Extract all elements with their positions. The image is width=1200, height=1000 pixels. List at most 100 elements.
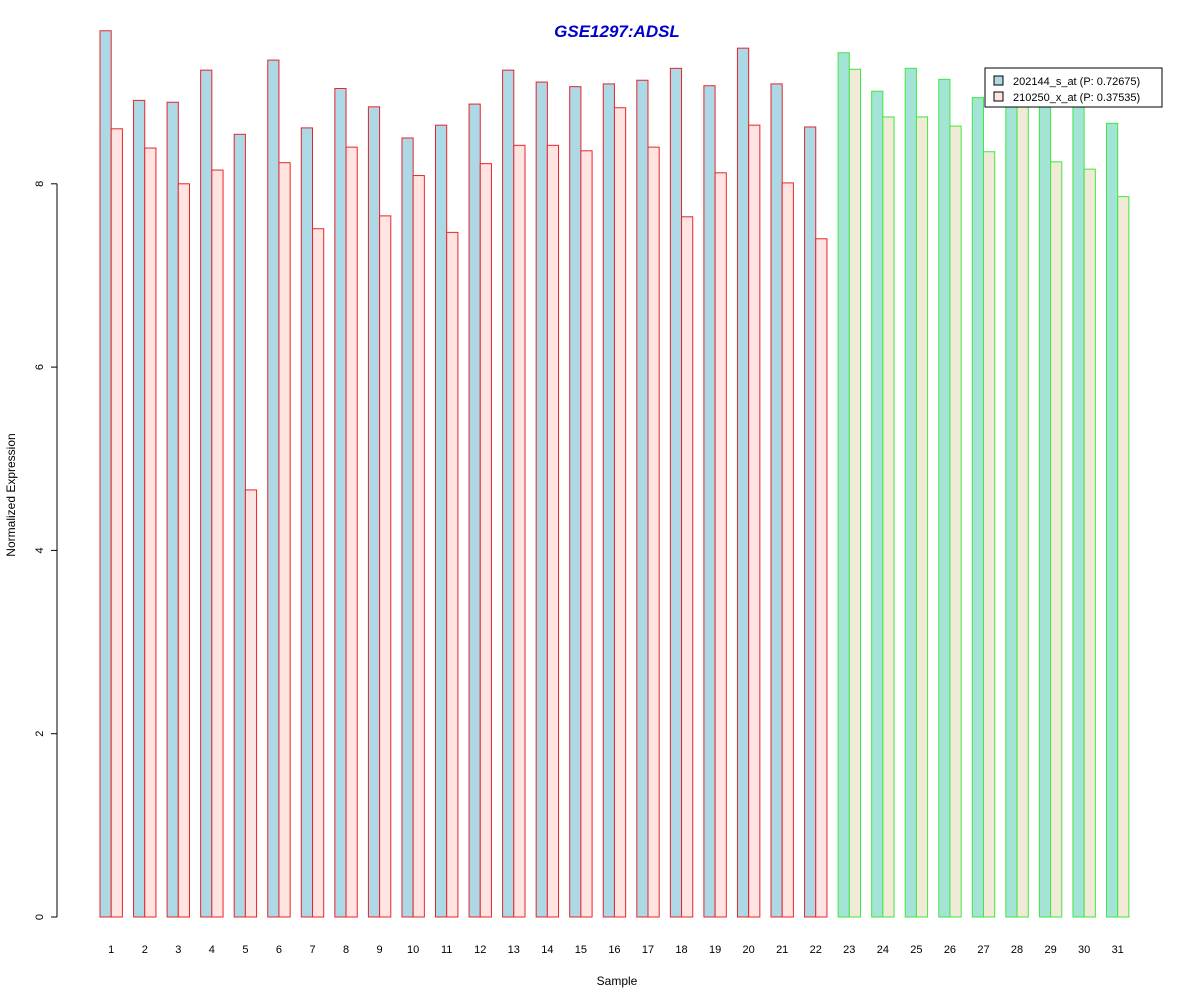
bar-sample-15-series-2: [580, 150, 593, 918]
y-tick-label: 0: [34, 914, 46, 920]
x-tick-label: 8: [343, 944, 349, 956]
x-tick-label: 19: [709, 944, 721, 956]
y-tick-label: 2: [34, 731, 46, 737]
x-tick-label: 18: [675, 944, 687, 956]
bar-sample-14-series-2: [546, 144, 560, 918]
bar-sample-23-series-2: [848, 68, 861, 918]
x-tick-label: 30: [1078, 944, 1090, 956]
bar-sample-23-series-1: [837, 52, 850, 918]
bar-sample-24-series-2: [882, 116, 895, 918]
bar-sample-31-series-1: [1106, 122, 1119, 918]
x-tick-label: 2: [142, 944, 148, 956]
bar-sample-4-series-1: [200, 69, 213, 918]
y-tick-label: 8: [34, 181, 46, 187]
x-tick-label: 28: [1011, 944, 1023, 956]
bar-sample-7-series-1: [300, 127, 313, 918]
bar-sample-18-series-2: [681, 216, 694, 918]
x-tick-label: 26: [944, 944, 956, 956]
x-tick-label: 16: [608, 944, 620, 956]
bar-sample-18-series-1: [669, 67, 683, 918]
bar-sample-7-series-2: [312, 228, 325, 918]
bar-sample-13-series-2: [513, 144, 526, 918]
bar-sample-29-series-2: [1050, 161, 1063, 918]
bar-sample-30-series-1: [1072, 77, 1085, 918]
x-tick-label: 9: [377, 944, 383, 956]
x-tick-label: 21: [776, 944, 788, 956]
x-tick-label: 25: [910, 944, 922, 956]
bar-sample-27-series-2: [983, 151, 996, 918]
bar-sample-31-series-2: [1117, 196, 1130, 918]
x-axis-label: Sample: [597, 974, 638, 988]
legend-swatch-series-1: [993, 75, 1004, 86]
x-tick-labels: 1 2 3 4 5 6 7 8 9 10 11 12 13 14 15 16 17 18 19 20 21 22 23 24 2…: [108, 944, 1124, 956]
x-tick-label: 29: [1044, 944, 1056, 956]
bar-sample-15-series-1: [569, 86, 582, 918]
bar-sample-10-series-2: [412, 175, 425, 918]
x-tick-label: 10: [407, 944, 419, 956]
legend-swatch-series-2: [993, 91, 1004, 102]
legend-label-series-2: 210250_x_at (P: 0.37535): [1013, 92, 1140, 104]
bar-sample-5-series-1: [233, 133, 246, 918]
x-tick-label: 11: [441, 944, 452, 956]
y-axis: 0 2 4 6 8: [34, 181, 58, 920]
x-tick-label: 3: [175, 944, 181, 956]
bar-sample-28-series-2: [1016, 90, 1029, 918]
x-tick-label: 12: [474, 944, 486, 956]
bar-sample-8-series-1: [334, 87, 347, 918]
bar-sample-5-series-2: [244, 489, 258, 918]
x-tick-label: 15: [575, 944, 587, 956]
legend-label-series-1: 202144_s_at (P: 0.72675): [1013, 76, 1140, 88]
x-tick-label: 22: [810, 944, 822, 956]
chart-title: GSE1297:ADSL: [554, 22, 680, 41]
bar-sample-6-series-2: [278, 162, 291, 918]
bar-sample-30-series-2: [1083, 168, 1096, 918]
bar-sample-14-series-1: [535, 81, 548, 918]
bar-sample-9-series-2: [379, 215, 392, 918]
bar-sample-12-series-1: [468, 103, 481, 918]
y-axis-label: Normalized Expression: [4, 433, 18, 556]
bar-sample-21-series-1: [770, 83, 783, 918]
x-tick-label: 27: [977, 944, 989, 956]
bar-sample-12-series-2: [479, 163, 492, 918]
x-tick-label: 5: [242, 944, 248, 956]
bar-sample-17-series-1: [636, 79, 649, 918]
bar-sample-22-series-1: [804, 126, 817, 918]
bar-sample-25-series-2: [915, 116, 929, 918]
bar-sample-1-series-1: [99, 30, 112, 918]
bar-sample-11-series-1: [435, 124, 448, 918]
bar-sample-24-series-1: [871, 90, 884, 918]
bar-sample-9-series-1: [367, 106, 381, 918]
bar-sample-20-series-2: [748, 124, 761, 918]
y-tick-label: 4: [34, 547, 46, 553]
x-tick-label: 1: [108, 944, 114, 956]
bar-sample-8-series-2: [345, 146, 358, 918]
bar-sample-16-series-1: [602, 83, 615, 918]
bar-sample-2-series-2: [144, 147, 157, 918]
x-tick-label: 23: [843, 944, 855, 956]
x-tick-label: 24: [877, 944, 889, 956]
x-tick-label: 13: [508, 944, 520, 956]
bar-sample-20-series-1: [736, 47, 750, 918]
bar-sample-21-series-2: [781, 182, 794, 918]
bar-sample-26-series-2: [949, 125, 962, 918]
bar-sample-17-series-2: [647, 146, 660, 918]
legend-box: [984, 67, 1163, 108]
bar-sample-6-series-1: [267, 59, 280, 918]
bar-sample-19-series-1: [703, 85, 716, 918]
bar-sample-29-series-1: [1038, 98, 1052, 918]
bar-sample-16-series-2: [613, 107, 627, 918]
x-tick-label: 6: [276, 944, 282, 956]
bar-sample-11-series-2: [446, 231, 459, 918]
x-tick-label: 4: [209, 944, 215, 956]
bar-sample-3-series-1: [166, 101, 179, 918]
bar-sample-4-series-2: [211, 169, 224, 918]
bars: [99, 30, 1130, 918]
bar-sample-22-series-2: [815, 238, 828, 918]
bar-sample-25-series-1: [904, 67, 917, 918]
bar-sample-10-series-1: [401, 137, 414, 918]
bar-sample-27-series-1: [971, 97, 984, 918]
x-tick-label: 14: [541, 944, 553, 956]
x-tick-label: 31: [1112, 944, 1124, 956]
x-tick-label: 17: [642, 944, 654, 956]
bar-sample-19-series-2: [714, 172, 727, 918]
